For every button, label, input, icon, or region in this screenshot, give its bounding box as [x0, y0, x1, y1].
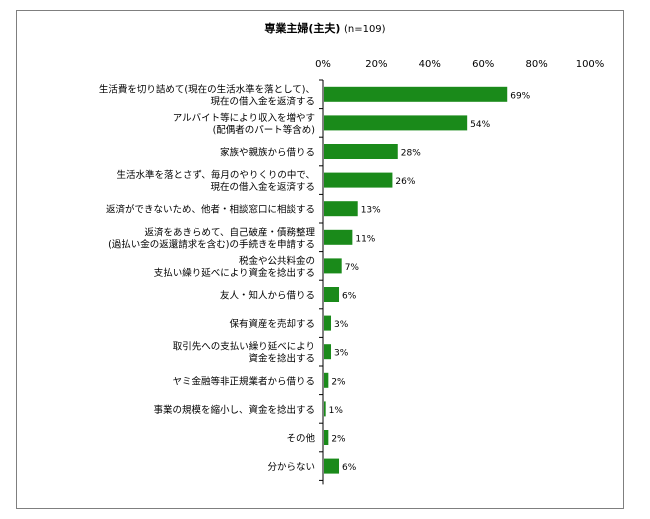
category-label: (過払い金の返還請求を含む)の手続きを申請する [108, 238, 315, 250]
data-label: 2% [331, 377, 346, 387]
category-label: 支払い繰り延べにより資金を捻出する [154, 267, 315, 279]
category-label: 友人・知人から借りる [220, 290, 315, 302]
category-label: 返済をあきらめて、自己破産・債務整理 [144, 226, 315, 238]
category-label: アルバイト等により収入を増やす [173, 112, 315, 124]
category-label: ヤミ金融等非正規業者から借りる [172, 375, 315, 387]
bar [324, 315, 332, 331]
data-label: 28% [401, 149, 421, 159]
bar [324, 287, 340, 302]
data-label: 54% [470, 120, 490, 130]
category-label: 資金を捻出する [248, 353, 315, 365]
bar [324, 458, 340, 474]
category-label: その他 [286, 433, 315, 445]
category-label: 生活水準を落とさず、毎月のやりくりの中で、 [117, 169, 315, 181]
category-label: 保有資産を売却する [229, 318, 315, 330]
x-tick-label: 80% [525, 59, 547, 70]
bar [324, 258, 342, 274]
bar [324, 430, 329, 445]
bar [324, 229, 353, 245]
x-tick-label: 20% [365, 59, 387, 70]
chart-subtitle: (n=109) [343, 24, 386, 35]
bar [324, 401, 326, 417]
bar [324, 201, 358, 217]
x-tick-label: 60% [472, 59, 494, 70]
bar [324, 372, 329, 388]
data-label: 2% [331, 435, 346, 445]
x-tick-label: 100% [576, 59, 605, 70]
category-label: (配偶者のパート等含め) [213, 124, 315, 136]
chart-title-block: 専業主婦(主夫) (n=109) [0, 20, 650, 36]
x-tick-label: 40% [419, 59, 441, 70]
data-label: 3% [334, 320, 349, 330]
bar [324, 115, 468, 131]
chart-frame [16, 10, 624, 509]
x-tick-label: 0% [315, 59, 331, 70]
category-label: 事業の規模を縮小し、資金を捻出する [153, 404, 315, 416]
data-label: 11% [355, 234, 375, 244]
category-label: 返済ができないため、他者・相談窓口に相談する [106, 204, 315, 216]
bar [324, 144, 398, 159]
category-label: 税金や公共料金の [239, 255, 315, 267]
category-label: 家族や親族から借りる [220, 147, 315, 159]
category-label: 取引先への支払い繰り延べにより [173, 341, 315, 353]
data-label: 1% [329, 406, 344, 416]
category-label: 分からない [267, 462, 315, 473]
data-label: 13% [361, 206, 381, 216]
bar [324, 86, 508, 102]
data-label: 69% [510, 91, 530, 101]
data-label: 6% [342, 292, 357, 302]
category-label: 生活費を切り詰めて(現在の生活水準を落として)、 [99, 83, 315, 95]
bar [324, 172, 393, 188]
data-label: 6% [342, 463, 357, 473]
data-label: 3% [334, 349, 349, 359]
data-label: 26% [395, 177, 415, 187]
category-label: 現在の借入金を返済する [210, 95, 315, 107]
bar [324, 344, 332, 360]
data-label: 7% [345, 263, 360, 273]
chart-title: 専業主婦(主夫) [264, 22, 341, 35]
category-label: 現在の借入金を返済する [210, 181, 315, 193]
